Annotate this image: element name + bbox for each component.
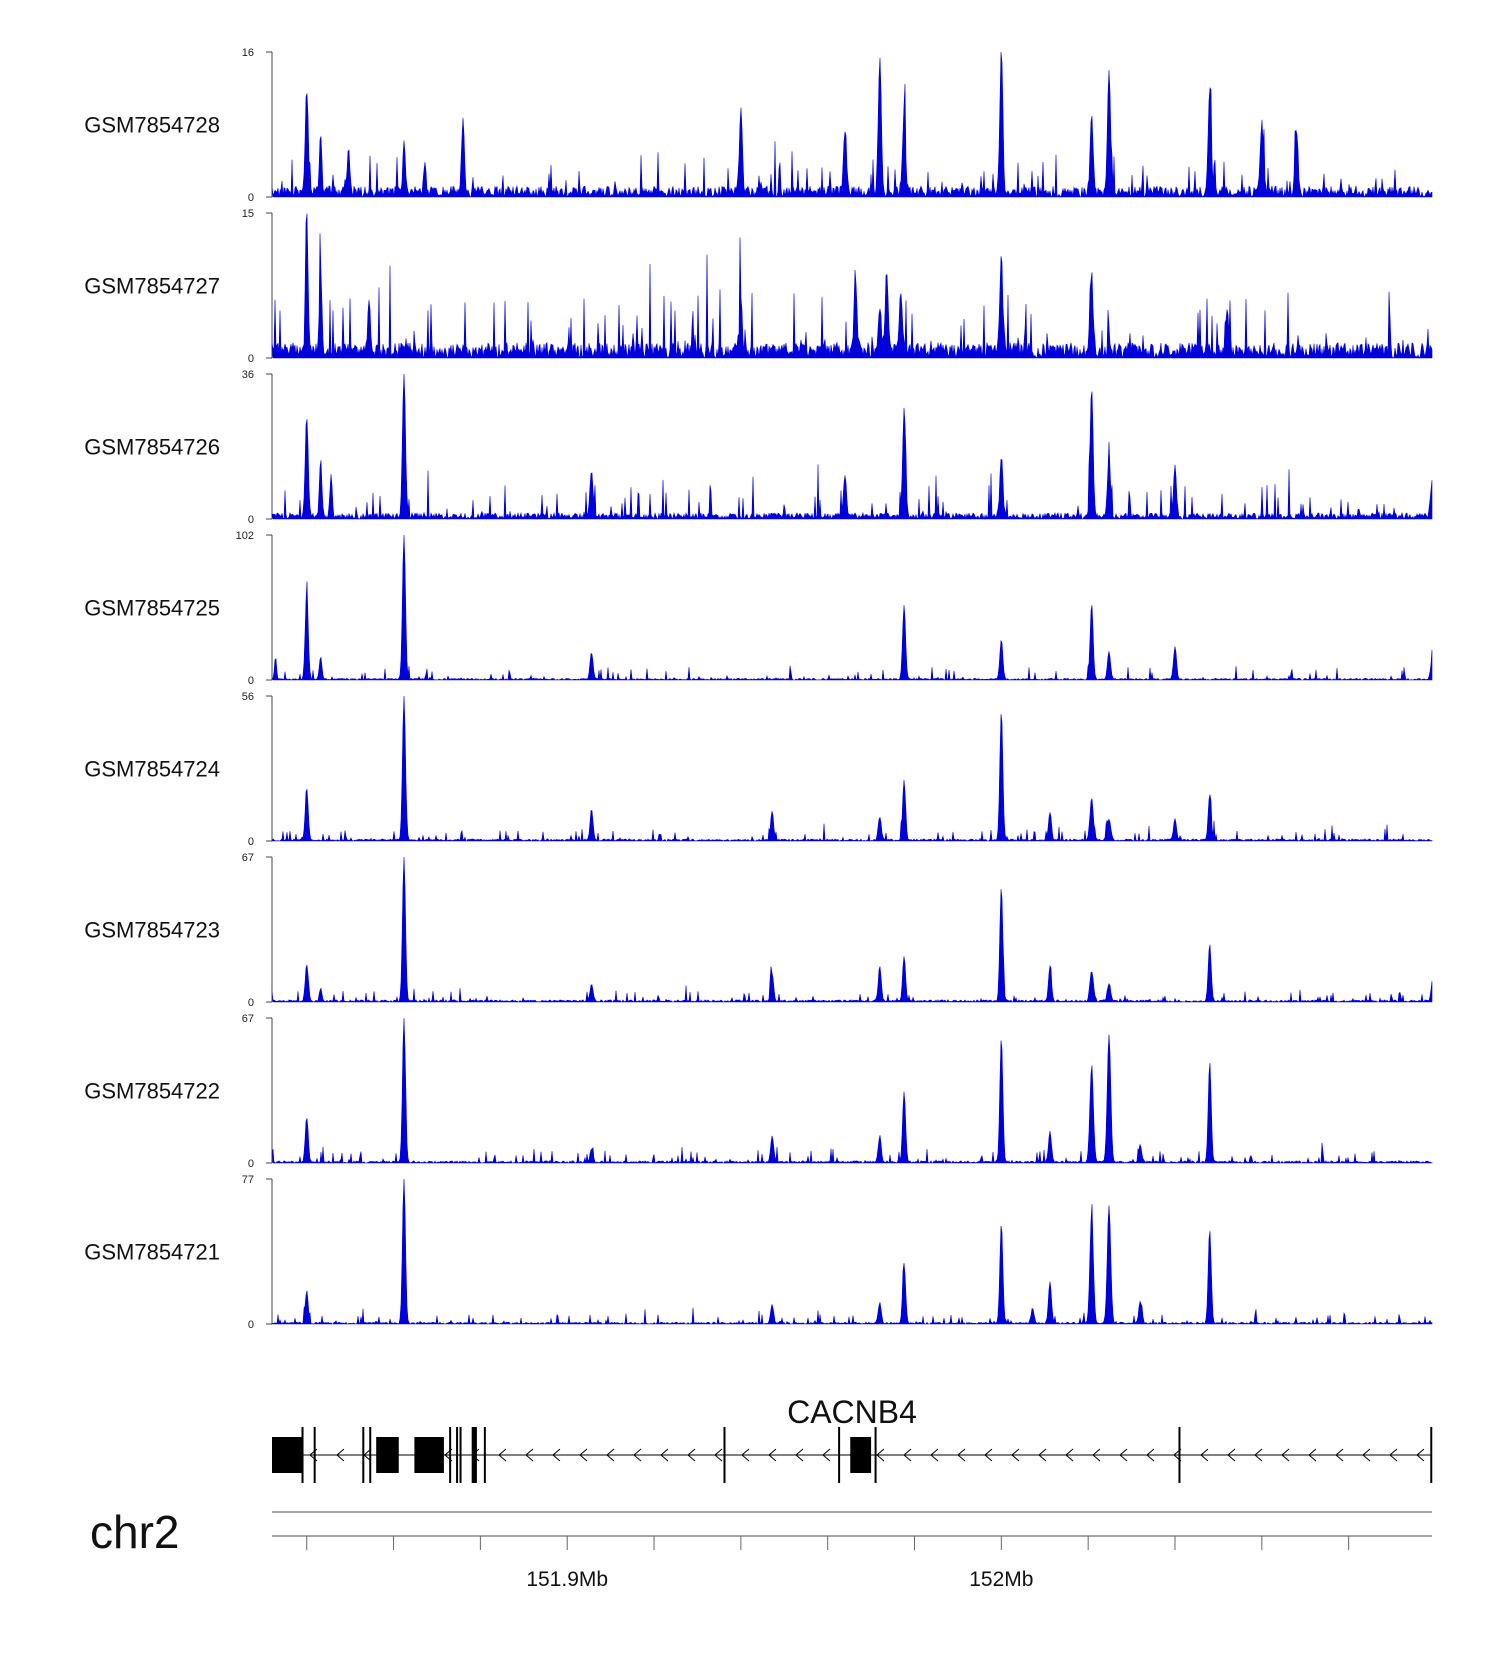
gene-exon [874, 1427, 877, 1483]
track-label: GSM7854725 [84, 596, 220, 621]
strand-arrow [930, 1448, 939, 1462]
signal-area-GSM7854722 [271, 1017, 1433, 1164]
y-max-label: 67 [242, 1013, 254, 1025]
strand-arrow [660, 1448, 669, 1462]
track-label: GSM7854728 [84, 113, 220, 138]
signal-area-GSM7854728 [271, 51, 1433, 198]
y-max-label: 36 [242, 369, 254, 381]
track-label: GSM7854721 [84, 1240, 220, 1265]
strand-arrow [525, 1448, 534, 1462]
track-label: GSM7854726 [84, 435, 220, 460]
signal-area-GSM7854723 [271, 856, 1433, 1003]
strand-arrow [957, 1448, 966, 1462]
gene-exon [301, 1427, 304, 1483]
gene-exon [449, 1427, 452, 1483]
strand-arrow [1065, 1448, 1074, 1462]
gene-exon [471, 1427, 477, 1483]
strand-arrow [633, 1448, 642, 1462]
strand-arrow [1119, 1448, 1128, 1462]
y-max-label: 102 [236, 530, 254, 542]
strand-arrow [903, 1448, 912, 1462]
strand-arrow [1254, 1448, 1263, 1462]
strand-arrow [1308, 1448, 1317, 1462]
strand-arrow [1092, 1448, 1101, 1462]
gene-exon [850, 1437, 872, 1473]
track-label: GSM7854724 [84, 757, 220, 782]
gene-exon [376, 1437, 399, 1473]
strand-arrow [822, 1448, 831, 1462]
y-min-label: 0 [248, 353, 254, 365]
strand-arrow [714, 1448, 723, 1462]
y-min-label: 0 [248, 1158, 254, 1170]
gene-exon [483, 1427, 486, 1483]
gene-exon [272, 1437, 302, 1473]
gene-exon [1430, 1427, 1433, 1483]
gene-exon [362, 1427, 365, 1483]
signal-area-GSM7854726 [271, 373, 1433, 521]
strand-arrow [795, 1448, 804, 1462]
strand-arrow [1200, 1448, 1209, 1462]
y-max-label: 16 [242, 47, 254, 59]
y-min-label: 0 [248, 514, 254, 526]
y-min-label: 0 [248, 836, 254, 848]
strand-arrow [498, 1448, 507, 1462]
strand-arrow [1038, 1448, 1047, 1462]
strand-arrow [1227, 1448, 1236, 1462]
gene-exon [313, 1427, 316, 1483]
strand-arrow [687, 1448, 696, 1462]
y-min-label: 0 [248, 997, 254, 1009]
gene-name-label: CACNB4 [787, 1394, 917, 1430]
track-label: GSM7854727 [84, 274, 220, 299]
strand-arrow [1362, 1448, 1371, 1462]
gene-exon [459, 1427, 462, 1483]
strand-arrow [552, 1448, 561, 1462]
gene-exon [1178, 1427, 1181, 1483]
strand-arrow [741, 1448, 750, 1462]
gene-exon [369, 1427, 372, 1483]
strand-arrow [1281, 1448, 1290, 1462]
signal-area-GSM7854724 [271, 695, 1433, 842]
track-label: GSM7854723 [84, 918, 220, 943]
strand-arrow [984, 1448, 993, 1462]
strand-arrow [1011, 1448, 1020, 1462]
strand-arrow [1389, 1448, 1398, 1462]
strand-arrow [606, 1448, 615, 1462]
gene-exon [456, 1427, 459, 1483]
chromosome-label: chr2 [90, 1506, 179, 1558]
strand-arrow [876, 1448, 885, 1462]
y-max-label: 15 [242, 208, 254, 220]
y-min-label: 0 [248, 675, 254, 687]
y-max-label: 77 [242, 1174, 254, 1186]
gene-exon [838, 1427, 841, 1483]
signal-area-GSM7854725 [271, 534, 1433, 681]
coordinate-tick-label: 151.9Mb [526, 1568, 608, 1591]
strand-arrow [336, 1448, 345, 1462]
y-min-label: 0 [248, 192, 254, 204]
strand-arrow [1416, 1448, 1425, 1462]
y-max-label: 67 [242, 852, 254, 864]
signal-area-GSM7854721 [271, 1178, 1433, 1325]
track-label: GSM7854722 [84, 1079, 220, 1104]
strand-arrow [1146, 1448, 1155, 1462]
signal-area-GSM7854727 [271, 213, 1433, 359]
strand-arrow [1335, 1448, 1344, 1462]
strand-arrow [579, 1448, 588, 1462]
coordinate-tick-label: 152Mb [969, 1568, 1033, 1591]
gene-exon [723, 1427, 726, 1483]
gene-exon [414, 1437, 444, 1473]
y-min-label: 0 [248, 1319, 254, 1331]
y-max-label: 56 [242, 691, 254, 703]
strand-arrow [768, 1448, 777, 1462]
